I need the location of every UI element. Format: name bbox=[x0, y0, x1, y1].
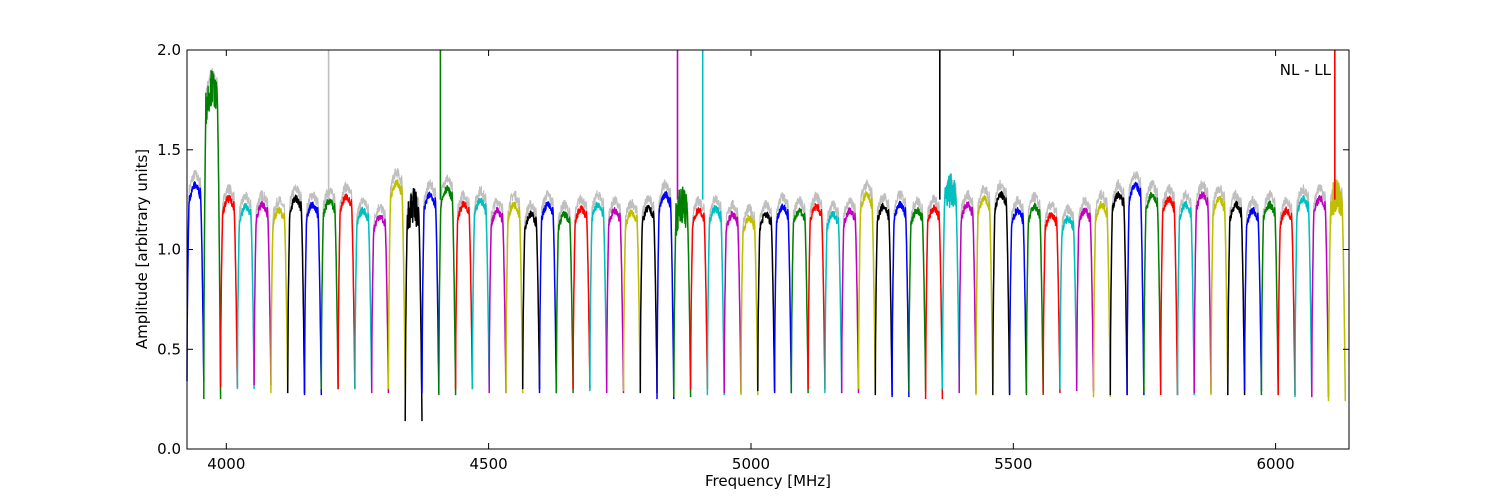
band-line-43 bbox=[908, 207, 927, 392]
band-line-56 bbox=[1126, 181, 1145, 396]
band-line-26 bbox=[622, 209, 642, 392]
band-line-37 bbox=[807, 203, 826, 390]
band-line-14 bbox=[421, 191, 440, 394]
y-tick-label: 0.5 bbox=[157, 340, 181, 358]
band-line-44 bbox=[924, 204, 944, 400]
band-line-60 bbox=[1193, 191, 1212, 394]
band-line-20 bbox=[521, 210, 541, 390]
band-line-51 bbox=[1042, 212, 1061, 394]
band-line-28 bbox=[656, 191, 675, 400]
series-layer bbox=[186, 50, 1347, 422]
band-line-30 bbox=[689, 207, 709, 390]
band-line-29 bbox=[673, 186, 692, 398]
band-line-33 bbox=[740, 214, 759, 396]
y-tick-label: 2.0 bbox=[157, 41, 181, 59]
band-line-18 bbox=[488, 206, 507, 394]
band-line-19 bbox=[505, 201, 524, 394]
band-line-52 bbox=[1059, 215, 1078, 390]
band-line-57 bbox=[1143, 191, 1162, 394]
band-line-1 bbox=[203, 70, 222, 400]
band-line-31 bbox=[706, 204, 725, 396]
band-line-17 bbox=[471, 197, 490, 390]
band-line-21 bbox=[538, 201, 558, 394]
band-line-54 bbox=[1092, 200, 1112, 398]
band-line-41 bbox=[874, 202, 893, 396]
band-line-27 bbox=[639, 204, 658, 394]
plot-background bbox=[187, 50, 1349, 449]
band-line-8 bbox=[320, 197, 339, 390]
band-line-10 bbox=[354, 206, 373, 390]
band-line-47 bbox=[975, 194, 994, 396]
band-line-38 bbox=[824, 210, 843, 394]
band-line-36 bbox=[790, 207, 809, 394]
band-line-40 bbox=[857, 190, 877, 390]
band-line-12 bbox=[387, 179, 406, 390]
x-tick-label: 5500 bbox=[994, 455, 1032, 473]
band-line-0 bbox=[186, 181, 205, 382]
band-line-48 bbox=[992, 190, 1011, 396]
band-line-4 bbox=[253, 200, 272, 386]
band-line-15 bbox=[438, 184, 457, 396]
band-line-34 bbox=[757, 211, 776, 392]
y-tick-label: 1.0 bbox=[157, 241, 181, 259]
band-line-13 bbox=[404, 187, 423, 422]
x-tick-label: 6000 bbox=[1257, 455, 1295, 473]
band-line-7 bbox=[303, 201, 323, 396]
y-tick-label: 0.0 bbox=[157, 440, 181, 458]
band-line-9 bbox=[337, 193, 356, 390]
x-axis-label: Frequency [MHz] bbox=[705, 472, 831, 490]
band-line-22 bbox=[555, 210, 574, 394]
band-line-32 bbox=[723, 210, 742, 394]
y-axis-label: Amplitude [arbitrary units] bbox=[133, 149, 151, 349]
band-line-24 bbox=[589, 201, 608, 392]
band-line-3 bbox=[236, 203, 255, 390]
tick-layer: 4000 4500 5000 5500 6000 0.0 0.5 1.0 1.5 2.0 bbox=[157, 41, 1349, 473]
band-line-11 bbox=[370, 214, 390, 394]
band-line-16 bbox=[454, 200, 474, 390]
band-line-62 bbox=[1227, 200, 1246, 396]
band-line-68 bbox=[1327, 179, 1347, 402]
band-line-5 bbox=[270, 206, 289, 394]
band-line-39 bbox=[840, 207, 860, 394]
band-line-64 bbox=[1260, 200, 1279, 396]
band-line-46 bbox=[958, 201, 977, 394]
band-line-59 bbox=[1176, 200, 1195, 396]
band-line-65 bbox=[1277, 206, 1296, 396]
band-line-42 bbox=[891, 200, 910, 398]
band-line-63 bbox=[1243, 206, 1263, 392]
x-tick-label: 5000 bbox=[732, 455, 770, 473]
band-line-25 bbox=[605, 206, 625, 394]
band-line-67 bbox=[1311, 194, 1330, 398]
x-tick-label: 4000 bbox=[207, 455, 245, 473]
band-line-6 bbox=[286, 194, 306, 394]
y-tick-label: 1.5 bbox=[157, 141, 181, 159]
x-tick-label: 4500 bbox=[470, 455, 508, 473]
band-line-66 bbox=[1294, 195, 1313, 398]
band-line-58 bbox=[1159, 195, 1179, 396]
band-line-49 bbox=[1008, 207, 1028, 394]
band-line-23 bbox=[572, 205, 591, 390]
band-line-61 bbox=[1210, 195, 1229, 396]
chart-annotation: NL - LL bbox=[1280, 61, 1332, 79]
band-line-55 bbox=[1109, 191, 1128, 396]
band-line-2 bbox=[219, 194, 239, 388]
band-line-50 bbox=[1025, 202, 1044, 396]
band-line-35 bbox=[773, 203, 793, 394]
band-line-45 bbox=[941, 173, 960, 390]
band-line-53 bbox=[1075, 207, 1095, 392]
